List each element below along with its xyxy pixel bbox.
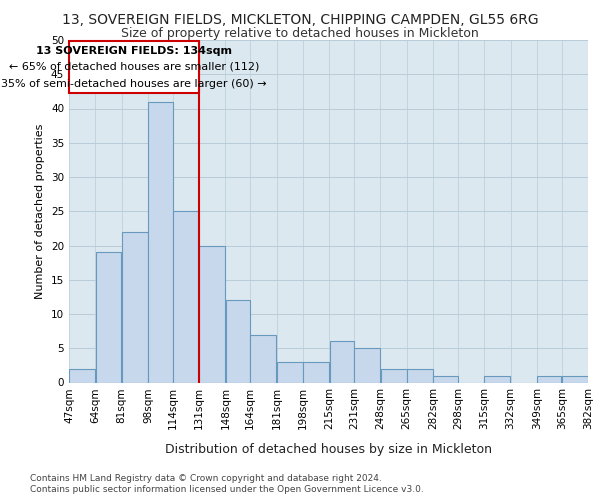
Bar — [173, 211, 199, 382]
Text: ← 65% of detached houses are smaller (112): ← 65% of detached houses are smaller (11… — [9, 62, 259, 72]
Bar — [226, 300, 250, 382]
Text: Distribution of detached houses by size in Mickleton: Distribution of detached houses by size … — [166, 442, 493, 456]
Bar — [250, 334, 277, 382]
Bar — [69, 369, 95, 382]
Bar — [537, 376, 562, 382]
Text: Contains public sector information licensed under the Open Government Licence v3: Contains public sector information licen… — [30, 485, 424, 494]
Bar — [380, 369, 407, 382]
Bar — [199, 246, 225, 382]
Bar — [303, 362, 329, 382]
Bar — [122, 232, 148, 382]
Bar — [433, 376, 458, 382]
Bar — [354, 348, 380, 382]
Text: 13, SOVEREIGN FIELDS, MICKLETON, CHIPPING CAMPDEN, GL55 6RG: 13, SOVEREIGN FIELDS, MICKLETON, CHIPPIN… — [62, 12, 538, 26]
Bar — [562, 376, 588, 382]
Y-axis label: Number of detached properties: Number of detached properties — [35, 124, 46, 299]
Bar — [277, 362, 303, 382]
Bar — [484, 376, 511, 382]
Text: 35% of semi-detached houses are larger (60) →: 35% of semi-detached houses are larger (… — [1, 79, 267, 89]
FancyBboxPatch shape — [69, 42, 199, 92]
Bar — [329, 342, 354, 382]
Text: 13 SOVEREIGN FIELDS: 134sqm: 13 SOVEREIGN FIELDS: 134sqm — [36, 46, 232, 56]
Text: Contains HM Land Registry data © Crown copyright and database right 2024.: Contains HM Land Registry data © Crown c… — [30, 474, 382, 483]
Bar — [407, 369, 433, 382]
Text: Size of property relative to detached houses in Mickleton: Size of property relative to detached ho… — [121, 28, 479, 40]
Bar — [95, 252, 121, 382]
Bar — [148, 102, 173, 382]
